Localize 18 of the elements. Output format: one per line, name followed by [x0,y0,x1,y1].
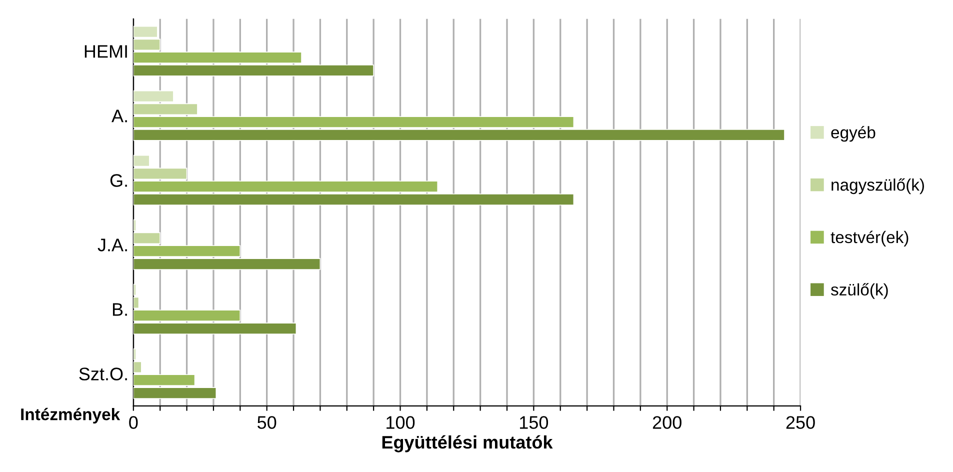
legend-label: szülő(k) [830,283,888,299]
legend-label: nagyszülő(k) [832,178,924,194]
x-tick-label: 150 [520,416,548,429]
y-axis-title: Intézmények [21,408,120,424]
y-tick-label: B. [112,303,127,316]
x-axis-title: Együttélési mutatók [382,435,553,452]
legend-label: egyéb [831,126,876,142]
legend-label: testvér(ek) [830,230,908,246]
x-tick-label: 200 [652,416,682,429]
y-tick-label: J.A. [98,238,127,252]
x-tick-label: 50 [258,416,276,429]
x-tick-label: 250 [786,416,815,429]
y-tick-label: Szt.O. [79,368,127,380]
y-tick-label: HEMI [84,45,127,58]
y-tick-label: G. [110,174,127,187]
x-tick-label: 0 [129,416,138,429]
x-tick-label: 100 [386,416,415,429]
y-tick-label: A. [112,110,127,122]
